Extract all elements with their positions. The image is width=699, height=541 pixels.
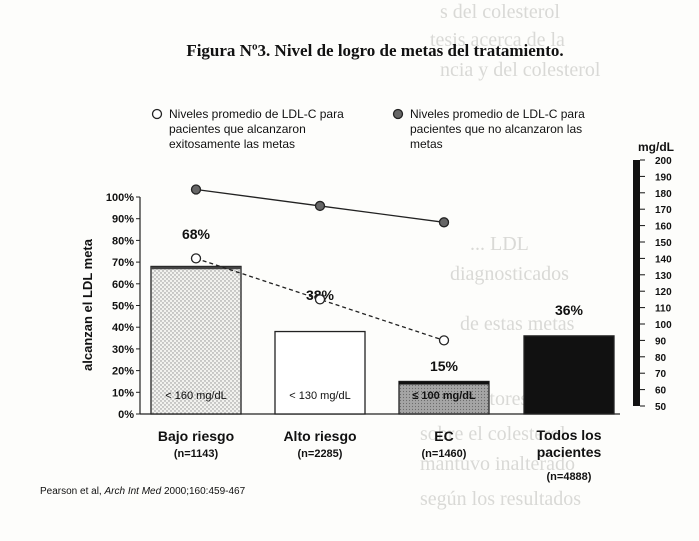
secondary-tick-label: 50: [655, 402, 667, 413]
not-achieved-point: [438, 217, 450, 228]
legend-open-circle-icon: [151, 108, 163, 120]
axes: 0% 10% 20% 30% 40% 50% 60% 70% 80% 90% 100%: [106, 192, 620, 421]
y-tick-label: 20%: [112, 366, 134, 378]
y-tick-label: 0%: [118, 409, 134, 421]
legend-filled-circle-icon: [392, 108, 404, 120]
secondary-tick-label: 150: [655, 238, 672, 249]
achieved-point: [190, 253, 202, 264]
y-tick-label: 90%: [112, 214, 134, 226]
secondary-axis: 200 190 180 170 160 150 140 130 120 110 100 90 80 70 6…: [633, 156, 672, 413]
y-tick-label: 80%: [112, 235, 134, 247]
category-n-label: (n=4888): [547, 471, 592, 483]
svg-text:s del colesterol: s del colesterol: [440, 1, 560, 23]
svg-text:mantuvo inalterado: mantuvo inalterado: [420, 453, 575, 475]
secondary-tick-label: 90: [655, 336, 667, 347]
secondary-tick-label: 70: [655, 369, 667, 380]
not-achieved-point: [190, 184, 202, 195]
legend-not-achieved-line-2: pacientes que no alcanzaron las: [410, 122, 582, 136]
legend-not-achieved-line-1: Niveles promedio de LDL-C para: [410, 107, 585, 121]
achieved-series-line: [195, 257, 445, 342]
y-tick-label: 70%: [112, 257, 134, 269]
secondary-tick-label: 190: [655, 172, 672, 183]
y-tick-label: 60%: [112, 279, 134, 291]
bar-inside-label: < 130 mg/dL: [289, 390, 350, 402]
svg-text:... LDL: ... LDL: [470, 233, 529, 255]
legend-achieved-line-3: exitosamente las metas: [169, 137, 295, 151]
svg-text:según los resultados: según los resultados: [420, 488, 581, 510]
category-label: EC: [434, 428, 453, 444]
achieved-point: [314, 294, 326, 305]
y-tick-label: 40%: [112, 322, 134, 334]
category-label: Alto riesgo: [283, 428, 356, 444]
bar-inside-label: < 160 mg/dL: [165, 390, 226, 402]
svg-text:sobre el colesterol: sobre el colesterol: [420, 423, 566, 445]
bar-inside-label: ≤ 100 mg/dL: [412, 390, 476, 402]
secondary-tick-label: 170: [655, 205, 672, 216]
achieved-point: [438, 335, 450, 346]
y-tick-label: 10%: [112, 387, 134, 399]
bar-value-label: 68%: [182, 226, 211, 242]
secondary-tick-label: 80: [655, 353, 667, 364]
svg-text:ncia y del colesterol: ncia y del colesterol: [440, 59, 601, 81]
bar-value-label: 36%: [555, 302, 584, 318]
secondary-tick-label: 160: [655, 222, 672, 233]
secondary-tick-label: 200: [655, 156, 672, 167]
y-tick-label: 30%: [112, 344, 134, 356]
svg-text:diagnosticados: diagnosticados: [450, 263, 569, 285]
legend-not-achieved-line-3: metas: [410, 137, 443, 151]
legend-achieved-line-2: pacientes que alcanzaron: [169, 122, 306, 136]
legend: Niveles promedio de LDL-C para pacientes…: [151, 107, 585, 151]
y-tick-label: 100%: [106, 192, 134, 204]
secondary-tick-label: 100: [655, 320, 672, 331]
bar: [274, 330, 366, 415]
series-lines: [190, 184, 450, 346]
secondary-tick-label: 60: [655, 386, 667, 397]
category-n-label: (n=1143): [174, 448, 219, 460]
secondary-tick-label: 120: [655, 287, 672, 298]
svg-text:tesis acerca de la: tesis acerca de la: [430, 29, 565, 51]
legend-achieved-line-1: Niveles promedio de LDL-C para: [169, 107, 344, 121]
source-note: Pearson et al, Arch Int Med 2000;160:459…: [40, 486, 246, 497]
y-tick-label: 50%: [112, 301, 134, 313]
category-label: Todos los: [536, 427, 601, 443]
category-label: Bajo riesgo: [158, 428, 234, 444]
secondary-axis-bar: [633, 160, 640, 406]
secondary-tick-label: 110: [655, 304, 672, 315]
category-n-label: (n=2285): [298, 448, 343, 460]
category-label: pacientes: [537, 444, 602, 460]
chart-title: Figura Nº3. Nivel de logro de metas del …: [186, 41, 563, 60]
source-journal: Arch Int Med: [103, 486, 161, 497]
secondary-axis-label: mg/dL: [638, 140, 674, 154]
category-n-label: (n=1460): [422, 448, 467, 460]
bar: [523, 335, 615, 415]
source-prefix: Pearson et al,: [40, 486, 104, 497]
secondary-tick-label: 130: [655, 271, 672, 282]
svg-text:de estas metas: de estas metas: [460, 313, 575, 335]
bar-value-label: 15%: [430, 358, 459, 374]
secondary-tick-label: 180: [655, 189, 672, 200]
secondary-tick-label: 140: [655, 254, 672, 265]
bar: [150, 265, 242, 415]
y-axis-label: alcanzan el LDL meta: [80, 238, 95, 371]
not-achieved-point: [314, 200, 326, 212]
source-suffix: 2000;160:459-467: [161, 486, 245, 497]
category-labels: Bajo riesgo (n=1143) Alto riesgo (n=2285) EC…: [158, 427, 602, 483]
